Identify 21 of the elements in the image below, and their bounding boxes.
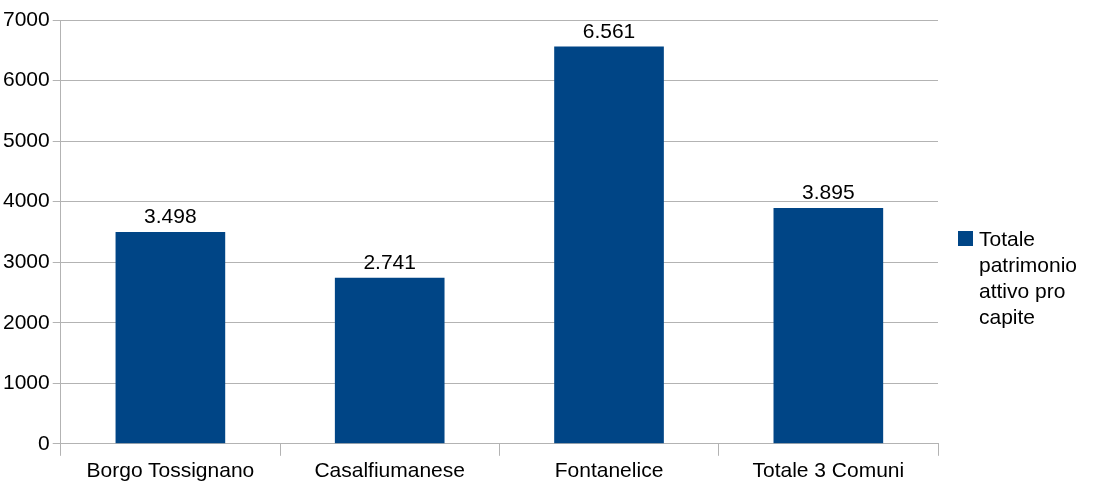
x-tick-label: Borgo Tossignano: [86, 458, 255, 482]
x-tick-label: Totale 3 Comuni: [752, 458, 905, 482]
x-tick-label: Casalfiumanese: [314, 458, 465, 482]
data-label: 6.561: [582, 18, 636, 42]
legend-label: Totale patrimonio attivo pro capite: [979, 226, 1079, 330]
y-tick-label: 7000: [3, 6, 50, 30]
y-tick-label: 5000: [3, 127, 50, 151]
y-tick-label: 2000: [3, 309, 50, 333]
y-tick-label: 1000: [3, 370, 50, 394]
data-label: 3.895: [802, 180, 855, 204]
y-tick-label: 3000: [3, 248, 50, 272]
y-tick-label: 0: [38, 430, 50, 454]
bar: [773, 207, 884, 444]
data-label: 3.498: [144, 204, 197, 228]
bar: [334, 277, 445, 444]
y-tick-label: 6000: [3, 67, 50, 91]
x-tick-label: Fontanelice: [554, 458, 664, 482]
bar: [115, 232, 226, 444]
data-label: 2.741: [363, 250, 416, 274]
bar: [554, 46, 664, 444]
y-tick-label: 4000: [3, 188, 50, 212]
